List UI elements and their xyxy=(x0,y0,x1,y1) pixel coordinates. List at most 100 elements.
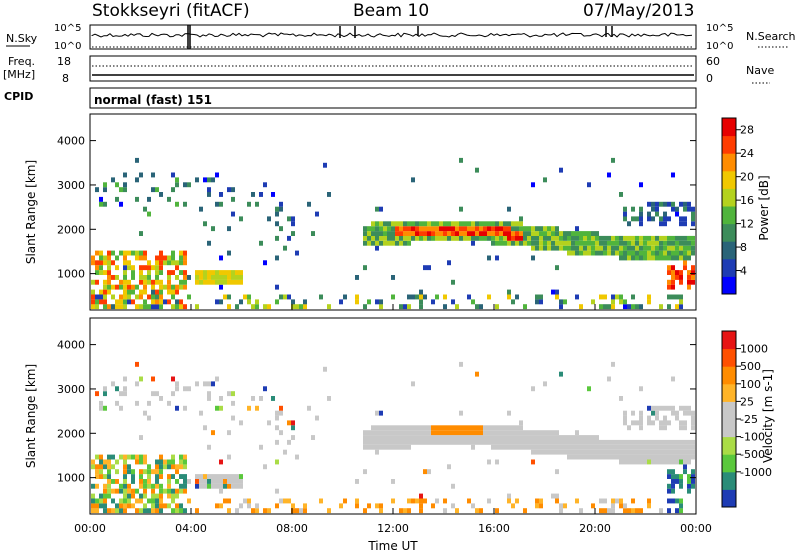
velocity-cell xyxy=(623,459,627,465)
power-cell xyxy=(327,304,331,310)
velocity-cell xyxy=(659,405,663,411)
power-cell xyxy=(195,270,199,275)
power-cell xyxy=(355,299,359,305)
velocity-cell xyxy=(367,439,371,445)
velocity-cell xyxy=(591,454,595,460)
velocity-cell xyxy=(519,435,523,440)
velocity-cell xyxy=(159,508,163,514)
power-cell xyxy=(507,294,511,300)
power-cell xyxy=(467,221,471,227)
velocity-cell xyxy=(239,483,243,489)
velocity-cell xyxy=(115,488,119,494)
power-cell xyxy=(635,235,639,241)
velocity-cell xyxy=(671,439,675,445)
velocity-cell xyxy=(183,405,187,411)
power-cell xyxy=(675,270,679,275)
power-cell xyxy=(471,235,475,241)
power-cell xyxy=(651,240,655,246)
velocity-cell xyxy=(679,420,683,426)
velocity-cell xyxy=(95,483,99,489)
power-cell xyxy=(579,304,583,310)
velocity-cell xyxy=(231,400,235,406)
velocity-cell xyxy=(527,435,531,440)
power-cell xyxy=(107,250,111,256)
power-cell xyxy=(395,235,399,241)
velocity-cell xyxy=(503,435,507,440)
velocity-cell xyxy=(555,449,559,455)
power-cell xyxy=(215,299,219,305)
power-cell xyxy=(207,270,211,275)
velocity-cell xyxy=(151,488,155,494)
power-cell xyxy=(619,192,623,197)
power-cell xyxy=(167,279,171,285)
power-cell xyxy=(195,177,199,183)
power-cell xyxy=(95,270,99,275)
velocity-cell xyxy=(143,469,147,475)
velocity-cell xyxy=(147,508,151,514)
power-cell xyxy=(663,255,667,261)
power-cell xyxy=(107,255,111,261)
colorbar-segment xyxy=(722,276,736,295)
power-cell xyxy=(535,226,539,232)
power-cell xyxy=(219,279,223,285)
power-cell xyxy=(91,289,95,295)
power-cell xyxy=(647,240,651,246)
power-cell xyxy=(219,201,223,207)
power-cell xyxy=(183,279,187,285)
velocity-cell xyxy=(635,444,639,450)
velocity-cell xyxy=(379,508,383,514)
power-cell xyxy=(131,250,135,256)
power-cell xyxy=(123,299,127,305)
power-cell xyxy=(371,235,375,241)
velocity-cell xyxy=(179,488,183,494)
power-cell xyxy=(475,231,479,236)
velocity-cell xyxy=(411,435,415,440)
velocity-cell xyxy=(231,479,235,484)
velocity-cell xyxy=(651,410,655,416)
colorbar-segment xyxy=(722,188,736,207)
power-cell xyxy=(519,231,523,236)
x-tick-label: 16:00 xyxy=(478,522,510,535)
power-cell xyxy=(443,226,447,232)
power-cell xyxy=(555,245,559,251)
velocity-cell xyxy=(615,444,619,450)
velocity-cell xyxy=(583,444,587,450)
power-cell xyxy=(275,206,279,212)
velocity-cell xyxy=(603,439,607,445)
velocity-cell xyxy=(263,386,267,392)
power-cell xyxy=(619,294,623,300)
velocity-cell xyxy=(591,439,595,445)
power-cell xyxy=(547,231,551,236)
power-cell xyxy=(395,221,399,227)
power-cell xyxy=(639,221,643,227)
power-cell xyxy=(487,294,491,300)
velocity-cell xyxy=(127,464,131,470)
velocity-cell xyxy=(599,454,603,460)
noise-lines xyxy=(91,25,694,49)
power-cell xyxy=(575,235,579,241)
power-cell xyxy=(555,226,559,232)
power-cell xyxy=(675,206,679,212)
velocity-cell xyxy=(99,405,103,411)
power-cell xyxy=(127,294,131,300)
power-cell xyxy=(407,294,411,300)
velocity-cell xyxy=(667,474,671,479)
power-cell xyxy=(611,240,615,246)
power-cell xyxy=(167,255,171,261)
power-cell xyxy=(375,231,379,236)
power-cell xyxy=(175,201,179,207)
power-cell xyxy=(619,235,623,241)
power-cell xyxy=(575,226,579,232)
power-cell xyxy=(203,275,207,280)
velocity-cell xyxy=(131,493,135,499)
velocity-cell xyxy=(99,400,103,406)
power-cell xyxy=(379,240,383,246)
power-cell xyxy=(503,226,507,232)
power-cell xyxy=(691,279,695,285)
velocity-cell xyxy=(691,479,695,484)
power-cell xyxy=(567,240,571,246)
power-cell xyxy=(399,235,403,241)
velocity-cell xyxy=(183,454,187,460)
velocity-cell xyxy=(235,479,239,484)
velocity-cell xyxy=(131,488,135,494)
